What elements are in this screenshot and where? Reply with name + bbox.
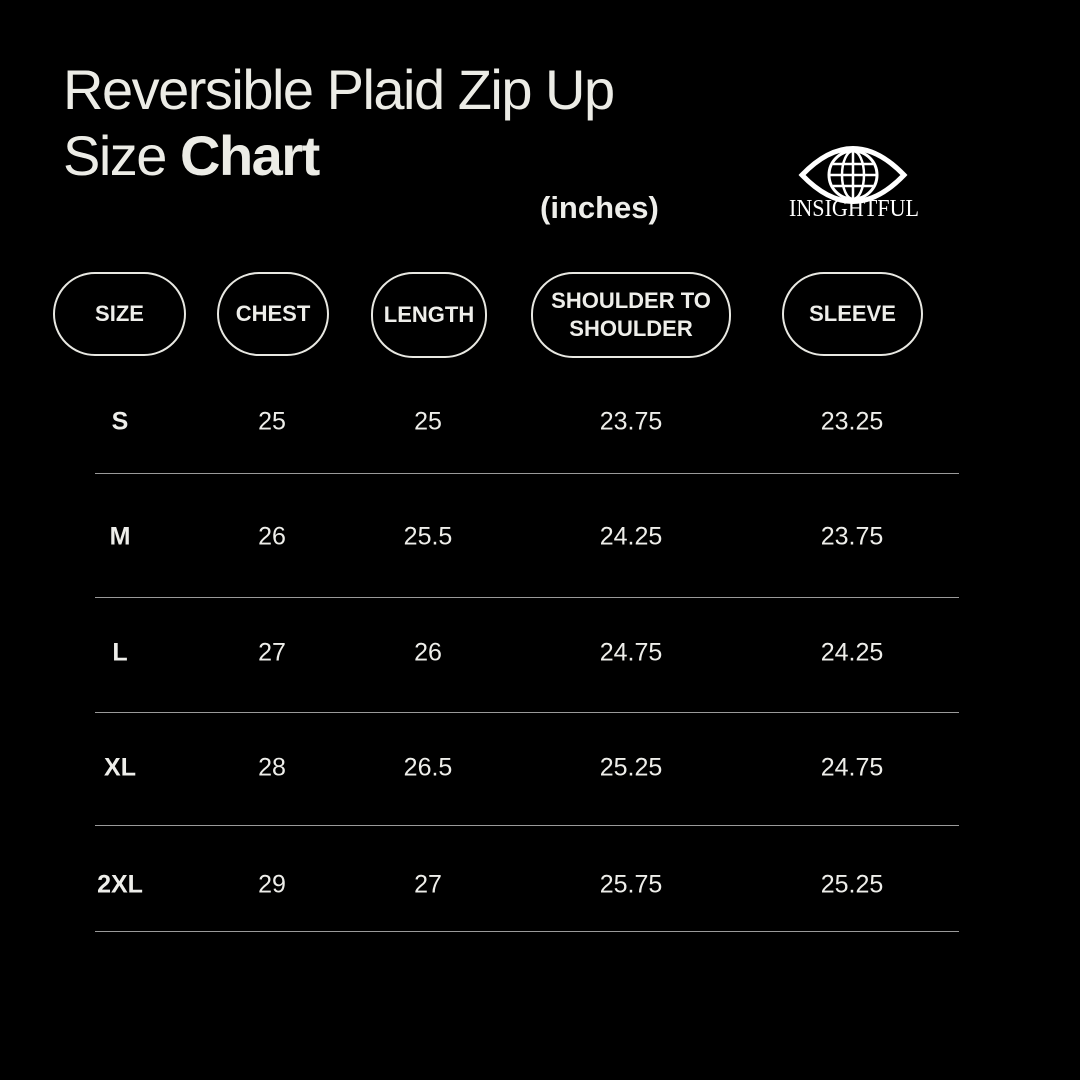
size-label: 2XL — [97, 870, 143, 899]
title-line: Reversible Plaid Zip Up — [63, 58, 615, 121]
measurement: 27 — [414, 870, 442, 899]
measurement: 29 — [258, 870, 286, 899]
title-regular: Size — [63, 124, 167, 187]
title-line: Size Chart — [63, 124, 320, 188]
size-label: M — [109, 522, 131, 551]
column-header: SHOULDER TO SHOULDER — [531, 272, 731, 358]
measurement: 23.75 — [820, 522, 884, 551]
measurement: 27 — [258, 638, 286, 667]
measurement: 25.25 — [599, 753, 663, 782]
title-bold: Chart — [180, 124, 320, 187]
measurement: 26 — [258, 522, 286, 551]
row-divider — [95, 825, 959, 826]
measurement: 23.75 — [599, 407, 663, 436]
units: (inches) — [540, 190, 659, 225]
size-label: L — [112, 638, 128, 667]
measurement: 25.25 — [820, 870, 884, 899]
measurement: 26 — [414, 638, 442, 667]
measurement: 24.25 — [820, 638, 884, 667]
logo-text: INSIGHTFUL — [789, 196, 920, 222]
row-divider — [95, 473, 959, 474]
measurement: 23.25 — [820, 407, 884, 436]
size-label: XL — [104, 753, 136, 782]
measurement: 24.75 — [820, 753, 884, 782]
column-header: CHEST — [217, 272, 329, 356]
measurement: 26.5 — [403, 753, 453, 782]
row-divider — [95, 597, 959, 598]
column-header: SLEEVE — [782, 272, 923, 356]
logo-icon — [798, 146, 908, 204]
measurement: 25.5 — [403, 522, 453, 551]
column-header: SIZE — [53, 272, 186, 356]
column-header: LENGTH — [371, 272, 487, 358]
row-divider — [95, 931, 959, 932]
size-label: S — [111, 407, 129, 436]
row-divider — [95, 712, 959, 713]
measurement: 25 — [414, 407, 442, 436]
measurement: 24.75 — [599, 638, 663, 667]
measurement: 28 — [258, 753, 286, 782]
measurement: 25.75 — [599, 870, 663, 899]
measurement: 25 — [258, 407, 286, 436]
measurement: 24.25 — [599, 522, 663, 551]
